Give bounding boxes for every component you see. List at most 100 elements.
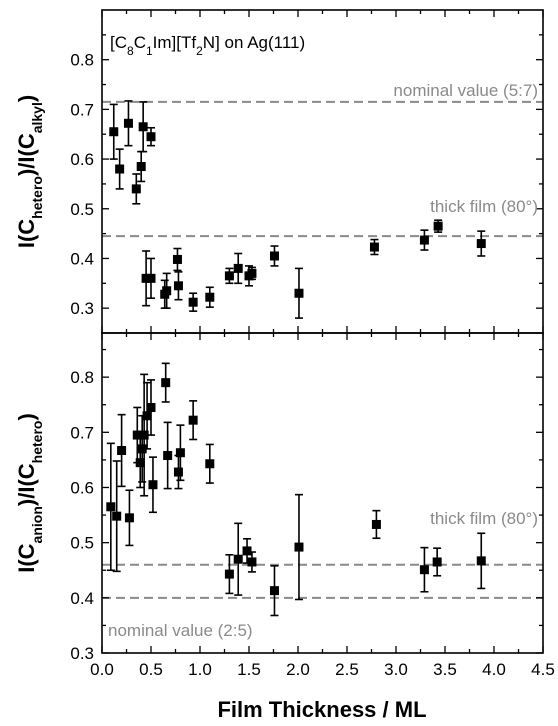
point-marker: [135, 458, 145, 468]
point-marker: [433, 221, 443, 231]
data-point: [294, 267, 304, 319]
data-point: [173, 271, 183, 301]
data-point: [433, 219, 443, 233]
data-point: [247, 266, 257, 281]
point-marker: [123, 118, 133, 128]
title-subscript: 8: [127, 44, 134, 58]
data-point: [205, 286, 215, 308]
data-point: [269, 245, 279, 267]
data-point: [173, 454, 183, 490]
point-marker: [137, 444, 147, 454]
data-point: [476, 532, 486, 590]
title-part: Im][Tf: [153, 33, 197, 52]
point-marker: [173, 467, 183, 477]
data-point: [247, 551, 257, 573]
point-marker: [112, 511, 122, 521]
point-marker: [371, 519, 381, 529]
point-marker: [247, 557, 257, 567]
data-point: [419, 546, 429, 593]
y-tick-label: 0.4: [70, 249, 94, 268]
data-point: [146, 257, 156, 300]
title-part: [C: [110, 33, 127, 52]
point-marker: [369, 242, 379, 252]
data-point: [146, 379, 156, 436]
annotation-thick-film-top: thick film (80°): [430, 197, 538, 216]
point-marker: [139, 430, 149, 440]
title-subscript: 2: [196, 44, 203, 58]
point-marker: [294, 542, 304, 552]
data-point: [139, 373, 149, 497]
x-tick-label: 0.5: [139, 660, 163, 679]
point-marker: [148, 480, 158, 490]
point-marker: [136, 162, 146, 172]
point-marker: [146, 273, 156, 283]
point-marker: [224, 271, 234, 281]
y-tick-label: 0.5: [70, 200, 94, 219]
annotation-nominal-5-7: nominal value (5:7): [393, 81, 538, 100]
data-point: [476, 230, 486, 257]
data-point: [123, 100, 133, 147]
point-marker: [233, 554, 243, 564]
y-tick-label: 0.3: [70, 299, 94, 318]
point-marker: [205, 292, 215, 302]
y-axis-title-part: I(C: [14, 219, 39, 248]
x-tick-label: 0.0: [90, 660, 114, 679]
point-marker: [269, 251, 279, 261]
point-marker: [162, 286, 172, 296]
x-tick-label: 3.5: [433, 660, 457, 679]
x-tick-label: 2.5: [335, 660, 359, 679]
data-point: [269, 565, 279, 617]
data-point: [369, 238, 379, 256]
data-point: [205, 443, 215, 484]
point-marker: [476, 239, 486, 249]
data-point: [124, 489, 134, 547]
data-point: [131, 173, 141, 205]
point-marker: [141, 273, 151, 283]
data-point: [172, 247, 182, 272]
point-marker: [432, 557, 442, 567]
point-marker: [161, 378, 171, 388]
x-axis-title: Film Thickness / ML: [217, 697, 426, 722]
data-point: [224, 553, 234, 595]
chart-title: [C8C1Im][Tf2N] on Ag(111): [110, 33, 305, 58]
point-marker: [131, 184, 141, 194]
point-marker: [142, 411, 152, 421]
data-point: [233, 522, 243, 596]
point-marker: [419, 235, 429, 245]
data-point: [148, 456, 158, 514]
y-axis-title-part: I(C: [14, 543, 39, 572]
y-tick-label: 0.6: [70, 150, 94, 169]
point-marker: [132, 430, 142, 440]
x-tick-label: 1.0: [188, 660, 212, 679]
data-point: [161, 362, 171, 403]
point-marker: [224, 569, 234, 579]
point-marker: [242, 546, 252, 556]
annotation-nominal-2-5: nominal value (2:5): [108, 621, 253, 640]
point-marker: [146, 132, 156, 142]
data-point: [419, 229, 429, 251]
point-marker: [115, 164, 125, 174]
data-point: [175, 424, 185, 482]
y-axis-title-part: )/I(C: [14, 133, 39, 176]
data-point: [106, 442, 116, 572]
plot-frame: [101, 9, 544, 334]
point-marker: [163, 450, 173, 460]
data-point: [112, 460, 122, 573]
y-tick-label: 0.3: [70, 644, 94, 663]
point-marker: [233, 263, 243, 273]
y-axis-title-subscript: hetero: [29, 421, 45, 464]
point-marker: [294, 288, 304, 298]
data-point: [294, 493, 304, 601]
data-point: [146, 126, 156, 147]
point-marker: [173, 281, 183, 291]
point-marker: [109, 127, 119, 137]
y-axis-title-part: )/I(C: [14, 463, 39, 506]
title-part: N] on Ag(111): [203, 33, 305, 52]
point-marker: [175, 448, 185, 458]
panel-2: 0.3 0.4 0.5 0.6 0.7 0.8 0.0 0.5 1.0 1.5 2.0 2.5 3.0 3…: [14, 332, 555, 679]
data-point: [432, 547, 442, 577]
data-point: [188, 400, 198, 441]
data-point: [138, 101, 148, 153]
